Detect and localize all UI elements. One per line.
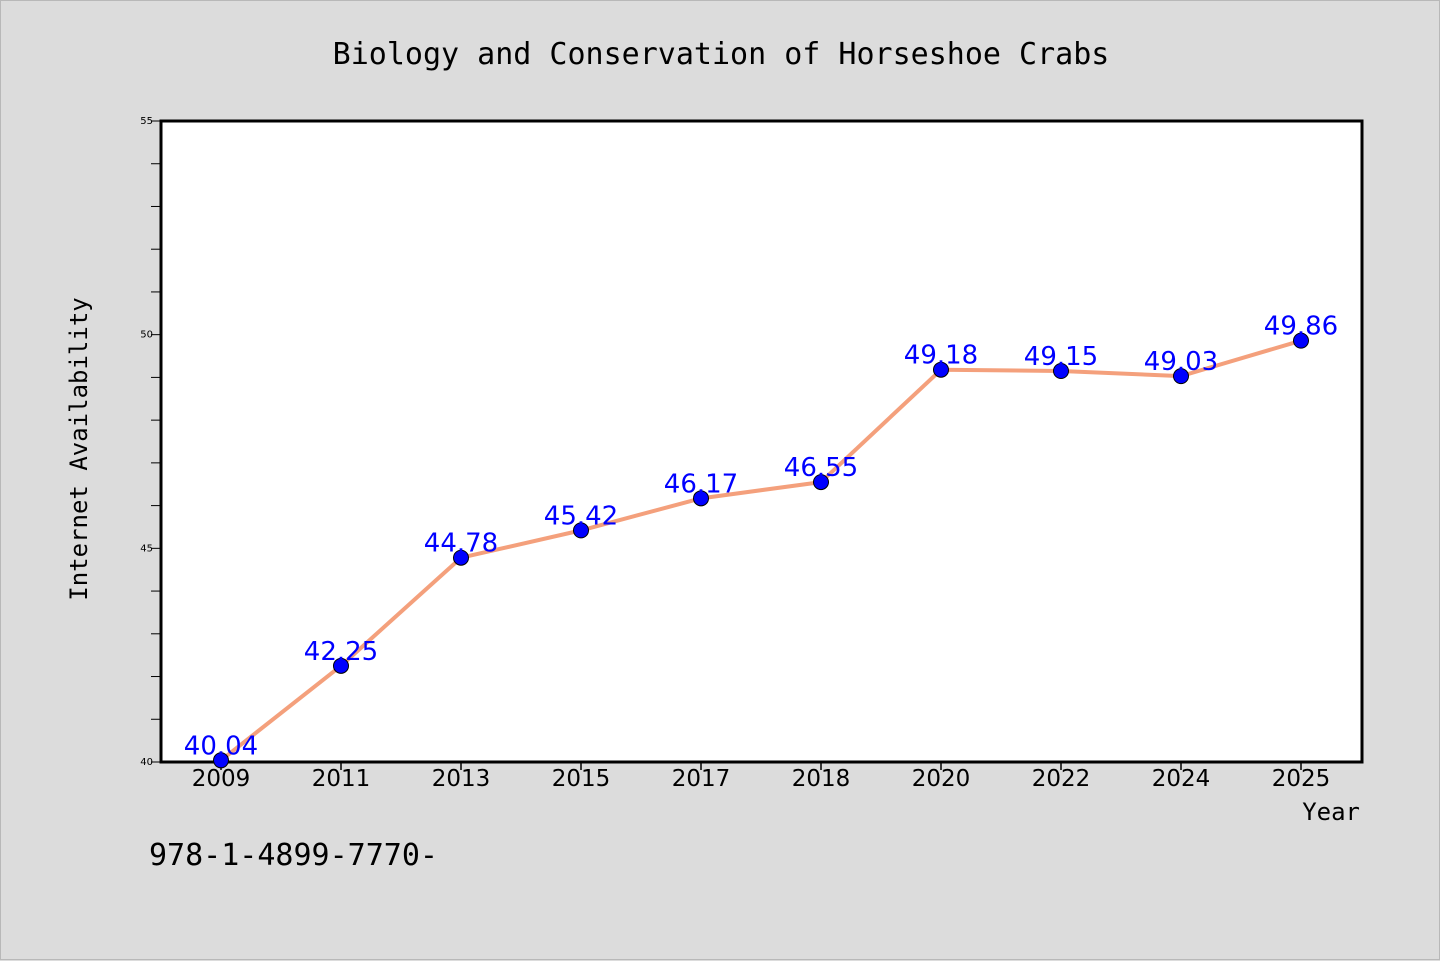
x-tick-label: 2022 [1032, 766, 1091, 792]
y-tick-label: 45 [140, 543, 153, 554]
x-axis-title: Year [1302, 798, 1360, 826]
data-point [333, 657, 349, 674]
data-label: 46.17 [664, 469, 738, 499]
x-tick-label: 2015 [552, 766, 611, 792]
x-tick-label: 2017 [672, 766, 731, 792]
data-point [453, 549, 469, 566]
data-label: 49.18 [904, 341, 978, 371]
x-tick-label: 2024 [1152, 766, 1211, 792]
x-tick-label: 2013 [432, 766, 491, 792]
series-line [219, 338, 1303, 763]
x-tick-label: 2011 [312, 766, 371, 792]
series-layer: 40.04 42.25 44.78 45.42 46.17 46.55 49.18 49.15… [184, 312, 1338, 769]
x-axis: 2009 2011 2013 2015 2017 2018 2020 2022 2024 2025 [192, 762, 1331, 792]
x-tick-label: 2018 [792, 766, 851, 792]
data-point [1293, 332, 1309, 349]
data-point [1173, 368, 1189, 385]
plot-area [159, 119, 1364, 764]
x-tick-label: 2009 [192, 766, 251, 792]
footnote-isbn: 978-1-4899-7770- [149, 838, 438, 873]
data-label: 49.86 [1264, 312, 1338, 342]
y-axis-title: Internet Availability [65, 297, 93, 600]
data-point [813, 474, 829, 491]
data-label: 44.78 [424, 529, 498, 559]
data-label: 46.55 [784, 453, 858, 483]
data-point [213, 752, 229, 769]
data-point [1053, 362, 1069, 379]
y-axis: 40 45 50 55 [140, 116, 161, 768]
y-tick-label: 40 [140, 757, 153, 768]
data-point [933, 361, 949, 378]
chart-title: Biology and Conservation of Horseshoe Cr… [333, 37, 1110, 72]
x-tick-label: 2020 [912, 766, 971, 792]
data-label: 49.03 [1144, 347, 1218, 377]
y-tick-label: 55 [140, 116, 153, 127]
data-point [693, 490, 709, 507]
data-point [573, 522, 589, 539]
y-tick-label: 50 [140, 330, 153, 341]
x-tick-label: 2025 [1272, 766, 1331, 792]
data-label: 40.04 [184, 731, 258, 761]
data-label: 49.15 [1024, 342, 1098, 372]
data-label: 45.42 [544, 501, 618, 531]
data-label: 42.25 [304, 637, 378, 667]
